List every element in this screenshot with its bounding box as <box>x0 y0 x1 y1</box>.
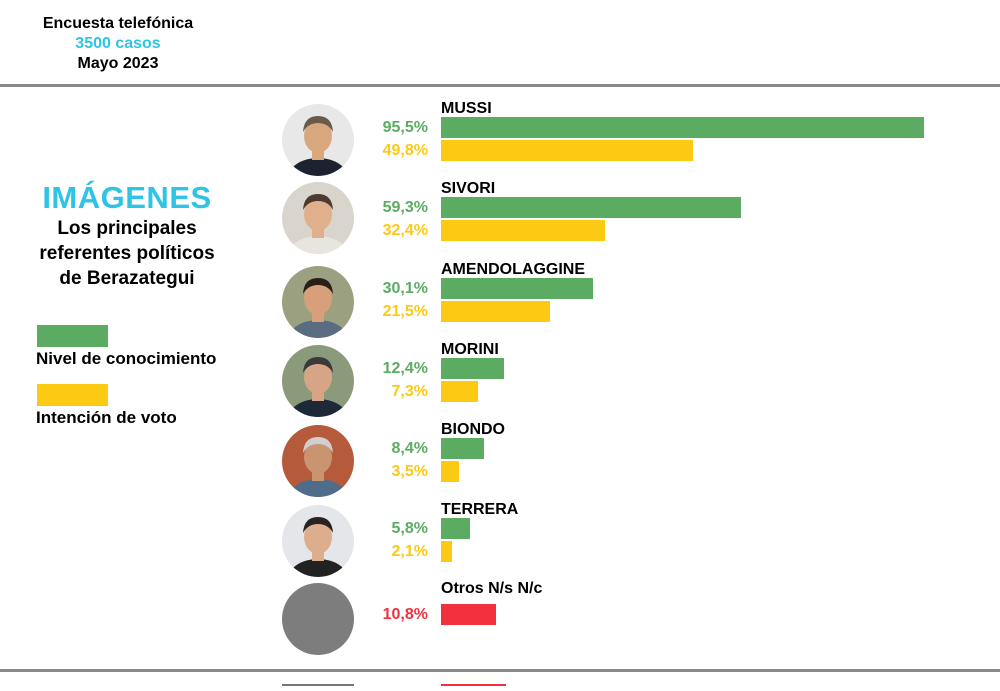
candidate-name: Otros N/s N/c <box>441 580 543 597</box>
survey-method: Encuesta telefónica <box>42 15 194 32</box>
next-photo-edge <box>282 684 354 691</box>
candidate-name: TERRERA <box>441 501 519 518</box>
bar-other <box>441 604 496 625</box>
bottom-divider <box>0 669 1000 672</box>
candidate-name: SIVORI <box>441 180 496 197</box>
bar-vote <box>441 301 550 322</box>
legend-swatch-known <box>37 325 108 347</box>
legend-swatch-vote <box>37 384 108 406</box>
candidate-photo <box>282 104 354 176</box>
candidate-photo <box>282 266 354 338</box>
section-title: IMÁGENES <box>42 180 212 215</box>
survey-date: Mayo 2023 <box>77 55 159 72</box>
bar-vote <box>441 461 459 482</box>
legend-label-vote: Intención de voto <box>36 408 177 427</box>
candidate-photo <box>282 583 354 655</box>
candidate-photo <box>282 345 354 417</box>
legend-label-known: Nivel de conocimiento <box>36 349 217 368</box>
value-known: 95,5% <box>382 119 428 136</box>
value-known: 5,8% <box>391 520 428 537</box>
value-known: 30,1% <box>382 280 428 297</box>
bar-known <box>441 197 741 218</box>
candidate-photo <box>282 425 354 497</box>
bar-known <box>441 518 470 539</box>
subtitle-line-1: Los principales <box>57 218 197 239</box>
survey-header: Encuesta telefónica 3500 casos Mayo 2023 <box>18 14 218 74</box>
bar-known <box>441 358 504 379</box>
candidate-name: BIONDO <box>441 421 505 438</box>
value-vote: 3,5% <box>391 463 428 480</box>
candidate-photo <box>282 182 354 254</box>
value-vote: 7,3% <box>391 383 428 400</box>
top-divider <box>0 84 1000 87</box>
bar-known <box>441 438 484 459</box>
value-vote: 2,1% <box>391 543 428 560</box>
candidate-name: AMENDOLAGGINE <box>441 261 585 278</box>
section-subtitle: Los principales referentes políticos de … <box>20 216 234 291</box>
survey-cases: 3500 casos <box>75 35 161 52</box>
candidate-photo <box>282 505 354 577</box>
value-vote: 32,4% <box>382 222 428 239</box>
left-panel: IMÁGENES Los principales referentes polí… <box>20 180 234 291</box>
value-other: 10,8% <box>382 606 428 623</box>
candidate-name: MORINI <box>441 341 499 358</box>
value-vote: 49,8% <box>382 142 428 159</box>
subtitle-line-3: de Berazategui <box>59 268 195 289</box>
value-known: 59,3% <box>382 199 428 216</box>
value-vote: 21,5% <box>382 303 428 320</box>
next-bar-edge <box>441 684 506 691</box>
bar-vote <box>441 220 605 241</box>
bar-known <box>441 278 593 299</box>
candidate-name: MUSSI <box>441 100 492 117</box>
value-known: 12,4% <box>382 360 428 377</box>
bar-known <box>441 117 924 138</box>
bar-vote <box>441 140 693 161</box>
subtitle-line-2: referentes políticos <box>39 243 215 264</box>
bar-vote <box>441 541 452 562</box>
value-known: 8,4% <box>391 440 428 457</box>
bar-vote <box>441 381 478 402</box>
